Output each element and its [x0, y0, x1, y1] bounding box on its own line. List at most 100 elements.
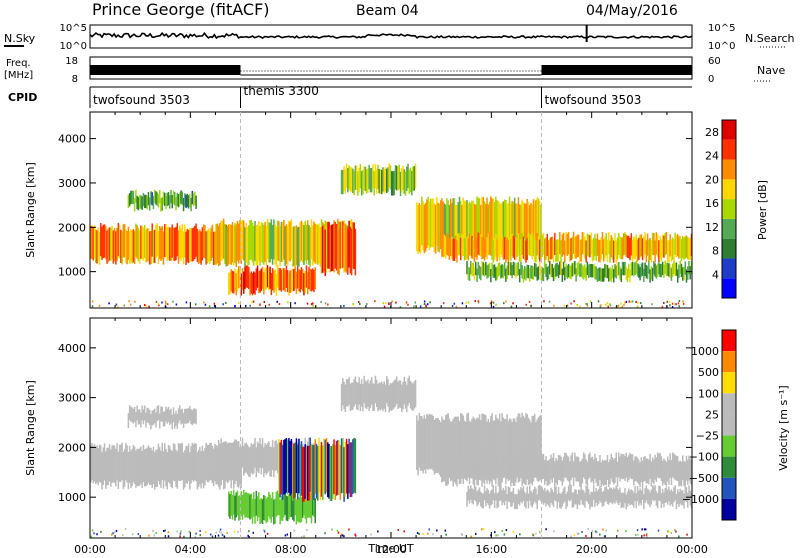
velocity-cell — [570, 455, 572, 481]
power-cell — [170, 190, 172, 204]
velocity-cell — [389, 383, 392, 411]
velocity-cell — [278, 438, 280, 494]
power-cell — [323, 225, 325, 272]
velocity-cell — [241, 494, 244, 520]
velocity-cell — [526, 454, 528, 480]
velocity-cell — [234, 495, 236, 521]
power-cell — [475, 234, 477, 258]
velocity-cell — [347, 379, 349, 407]
power-cell — [476, 196, 478, 246]
velocity-cell — [476, 417, 478, 473]
power-cell — [167, 192, 170, 206]
velocity-cell — [214, 443, 216, 482]
velocity-cell — [158, 447, 161, 485]
velocity-cell — [604, 487, 606, 503]
velocity-cell — [345, 379, 348, 407]
velocity-cell — [170, 449, 172, 487]
velocity-cell — [268, 441, 270, 472]
power-cell — [167, 226, 170, 261]
velocity-cell — [121, 442, 123, 480]
power-cell — [641, 262, 644, 276]
velocity-cell — [679, 488, 681, 504]
power-cell — [295, 271, 298, 294]
velocity-cell — [569, 486, 571, 502]
velocity-cell — [281, 496, 284, 521]
power-cell — [688, 238, 690, 261]
power-noise — [423, 302, 426, 305]
velocity-noise — [637, 533, 639, 536]
velocity-cell — [447, 413, 449, 468]
power-cell — [201, 227, 204, 261]
velocity-cell — [150, 447, 152, 485]
velocity-cell — [391, 383, 393, 411]
power-cell — [491, 198, 493, 248]
velocity-cell — [175, 449, 177, 487]
power-cell — [180, 227, 182, 261]
power-cell — [457, 233, 459, 256]
power-cell — [175, 226, 177, 261]
power-cell — [478, 233, 481, 256]
power-cell — [538, 262, 541, 276]
power-cell — [680, 238, 683, 262]
velocity-cell — [265, 498, 268, 524]
power-cell — [560, 240, 562, 263]
power-cell — [211, 224, 214, 258]
velocity-cell — [485, 491, 487, 507]
power-cell — [614, 233, 616, 256]
power-cell — [406, 166, 408, 191]
velocity-cell — [579, 489, 581, 505]
velocity-cell — [251, 444, 254, 475]
velocity-noise — [324, 532, 326, 535]
power-cell — [621, 237, 624, 260]
power-cell — [468, 233, 471, 256]
power-cell — [623, 262, 625, 276]
velocity-cell — [631, 490, 634, 506]
velocity-cell — [416, 415, 418, 471]
velocity-cell — [230, 442, 232, 473]
velocity-cell — [281, 445, 284, 500]
power-colorbar-tick: 4 — [712, 268, 719, 281]
power-cell — [288, 273, 290, 296]
velocity-cell — [160, 450, 162, 488]
power-noise — [451, 304, 454, 307]
velocity-cell — [237, 495, 240, 521]
power-noise — [675, 303, 677, 306]
power-cell — [311, 268, 314, 291]
velocity-cell — [350, 382, 353, 411]
power-cell — [559, 232, 561, 255]
velocity-cell — [186, 408, 189, 424]
power-noise — [407, 303, 409, 306]
velocity-cell — [244, 492, 246, 518]
velocity-cell — [422, 418, 424, 474]
power-cell — [611, 265, 614, 279]
velocity-cell — [531, 460, 533, 486]
velocity-cell — [521, 488, 523, 504]
velocity-noise — [553, 530, 555, 533]
power-cell — [182, 197, 185, 212]
power-noise — [213, 302, 216, 305]
velocity-cell — [643, 494, 645, 510]
velocity-cell — [163, 443, 166, 481]
velocity-cell — [470, 421, 472, 477]
power-cell — [179, 192, 181, 206]
velocity-ylabel: Slant Range [km] — [24, 380, 37, 476]
power-noise — [600, 304, 602, 307]
velocity-cell — [676, 489, 679, 505]
velocity-cell — [306, 445, 309, 501]
power-noise — [312, 302, 314, 305]
power-cell — [638, 264, 640, 278]
nsearch-tick-high: 10^5 — [708, 23, 735, 34]
power-cell — [254, 272, 256, 295]
power-cell — [681, 236, 684, 259]
velocity-cell — [646, 458, 649, 484]
power-cell — [152, 230, 155, 264]
velocity-cell — [601, 491, 604, 507]
velocity-noise — [96, 533, 98, 536]
power-cell — [133, 230, 136, 265]
power-cell — [480, 234, 482, 257]
power-cell — [541, 234, 543, 257]
velocity-cell — [184, 450, 186, 488]
power-cell — [250, 271, 253, 294]
power-cell — [322, 226, 324, 273]
power-cell — [592, 238, 595, 261]
